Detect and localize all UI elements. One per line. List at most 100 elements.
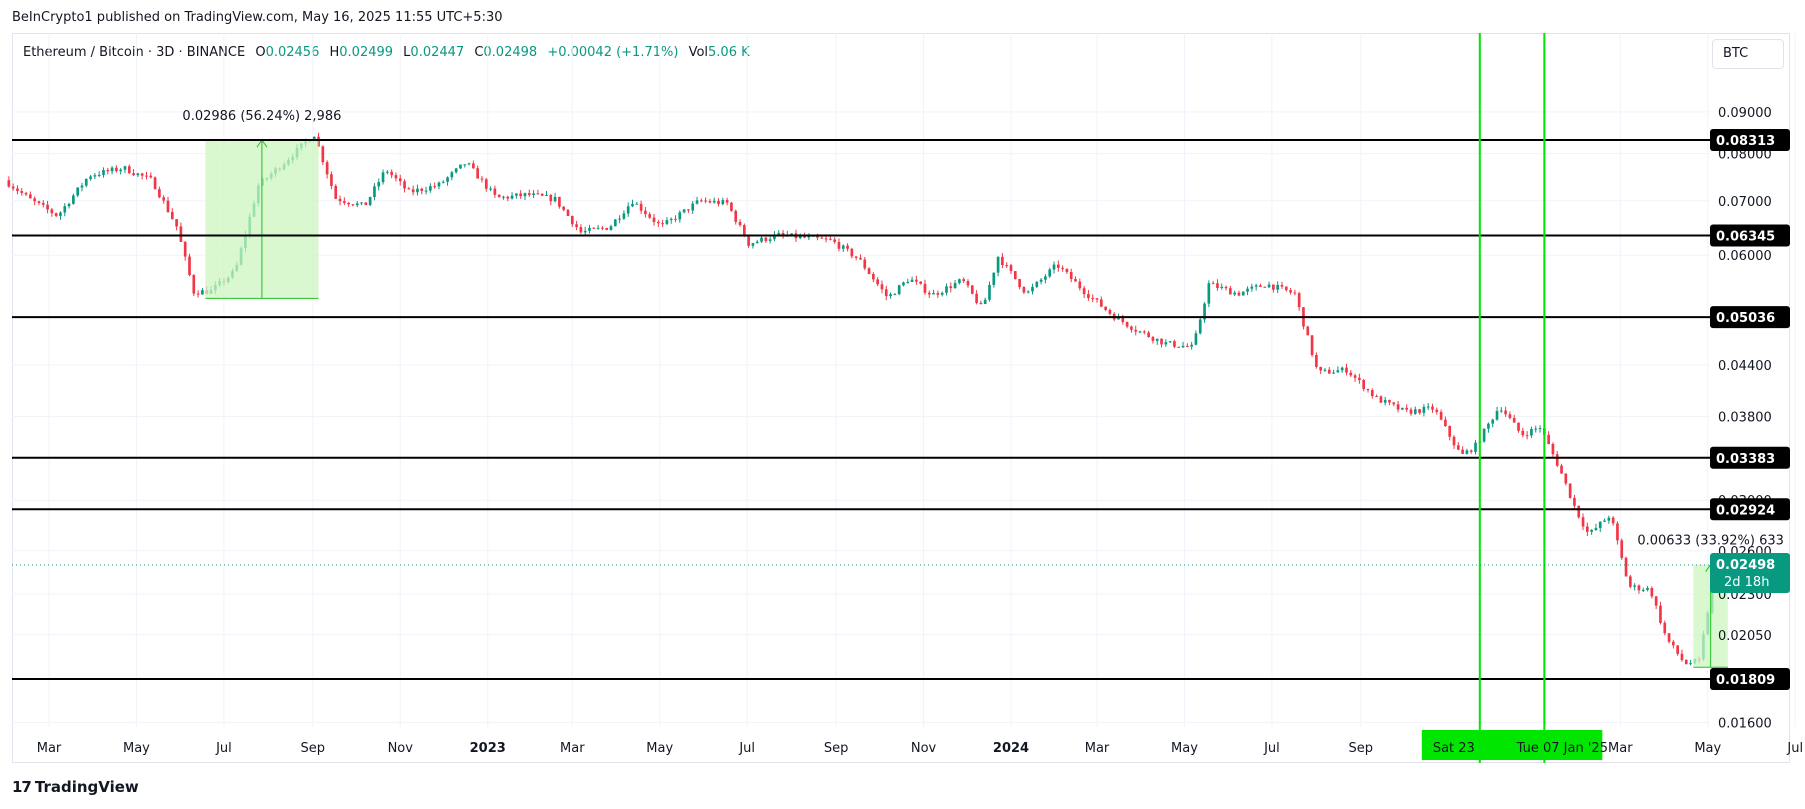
- candle-body: [704, 200, 707, 202]
- symbol-name[interactable]: Ethereum / Bitcoin · 3D · BINANCE: [23, 45, 246, 60]
- candle-body: [20, 191, 24, 193]
- candle-body: [1216, 283, 1219, 288]
- candle-body: [472, 163, 475, 169]
- candle-body: [188, 256, 191, 276]
- candle-body: [394, 175, 398, 179]
- candle-body: [824, 238, 828, 240]
- candle-body: [377, 182, 381, 187]
- candle-body: [712, 200, 716, 203]
- candle-body: [1456, 445, 1460, 450]
- candle-body: [424, 190, 428, 192]
- candle-body: [489, 188, 492, 190]
- candle-body: [884, 289, 888, 297]
- candle-body: [454, 168, 458, 173]
- candle-body: [1297, 293, 1301, 308]
- candle-body: [1155, 338, 1159, 341]
- candle-body: [420, 188, 424, 192]
- volume-value: 5.06 K: [708, 45, 750, 60]
- tradingview-brand[interactable]: 17 TradingView: [12, 778, 139, 796]
- candle-body: [360, 202, 363, 204]
- candle-body: [850, 248, 854, 257]
- candle-body: [1190, 344, 1193, 347]
- candle-body: [201, 290, 204, 295]
- candle-body: [648, 214, 652, 218]
- candle-body: [463, 164, 467, 166]
- measure-label: 0.00633 (33.92%) 633: [1637, 534, 1784, 549]
- candle-body: [1680, 653, 1684, 660]
- candle-body: [605, 228, 609, 230]
- candle-body: [854, 256, 858, 258]
- candle-body: [730, 202, 733, 211]
- high-label: H: [329, 45, 340, 60]
- candle-body: [1392, 402, 1396, 405]
- candle-body: [596, 227, 600, 229]
- candle-body: [1663, 622, 1667, 634]
- candle-body: [983, 299, 987, 305]
- candle-body: [1439, 411, 1443, 420]
- level-badge-label: 0.01809: [1716, 673, 1775, 688]
- candle-body: [622, 213, 626, 219]
- candle-body: [1487, 423, 1490, 429]
- candle-body: [1499, 410, 1503, 412]
- candle-body: [97, 174, 101, 176]
- candle-body: [773, 234, 776, 240]
- high-value: 0.02499: [339, 45, 394, 60]
- candle-body: [803, 235, 806, 238]
- candle-body: [644, 210, 647, 215]
- candle-body: [695, 200, 699, 204]
- candle-body: [325, 162, 329, 175]
- candle-body: [678, 212, 682, 220]
- candle-body: [411, 189, 415, 193]
- candle-body: [1633, 585, 1636, 587]
- candle-body: [11, 186, 15, 189]
- candle-body: [1272, 284, 1275, 290]
- candle-body: [743, 225, 746, 237]
- candle-body: [1435, 409, 1439, 412]
- candle-body: [37, 201, 41, 203]
- candle-body: [93, 175, 97, 177]
- candle-body: [1099, 299, 1103, 307]
- candle-body: [16, 188, 19, 192]
- candle-body: [515, 193, 518, 196]
- candle-body: [1508, 414, 1512, 418]
- candle-body: [1672, 641, 1675, 646]
- candle-body: [29, 194, 32, 199]
- candle-body: [919, 281, 923, 284]
- candle-body: [1448, 426, 1452, 437]
- candle-body: [1646, 588, 1649, 591]
- candle-body: [1332, 372, 1335, 374]
- candle-body: [1267, 284, 1271, 288]
- candle-body: [41, 202, 45, 205]
- candle-body: [1564, 473, 1568, 484]
- candle-body: [1444, 419, 1447, 427]
- candle-body: [936, 293, 940, 295]
- candle-body: [639, 203, 643, 211]
- candle-body: [1074, 279, 1077, 282]
- candle-body: [777, 233, 781, 235]
- candle-body: [945, 286, 948, 293]
- candle-body: [1654, 596, 1658, 606]
- currency-button[interactable]: BTC: [1712, 39, 1784, 69]
- candle-body: [829, 238, 832, 240]
- candle-body: [1405, 407, 1409, 410]
- candle-body: [949, 286, 953, 289]
- candle-body: [145, 175, 148, 177]
- candle-body: [699, 200, 703, 202]
- candle-body: [570, 215, 574, 225]
- candle-body: [351, 204, 355, 206]
- candle-body: [1211, 283, 1215, 285]
- candle-body: [1358, 377, 1361, 381]
- candle-body: [1629, 576, 1632, 587]
- low-label: L: [403, 45, 411, 60]
- candle-body: [876, 279, 880, 285]
- candle-body: [540, 193, 544, 196]
- level-badge-label: 0.06345: [1716, 229, 1775, 244]
- time-tick-label: Sep: [824, 741, 849, 756]
- candle-body: [1469, 450, 1473, 452]
- candle-body: [1611, 517, 1615, 524]
- candle-body: [373, 186, 376, 198]
- candle-body: [1426, 406, 1430, 408]
- candle-body: [532, 193, 535, 195]
- candle-body: [1224, 286, 1228, 289]
